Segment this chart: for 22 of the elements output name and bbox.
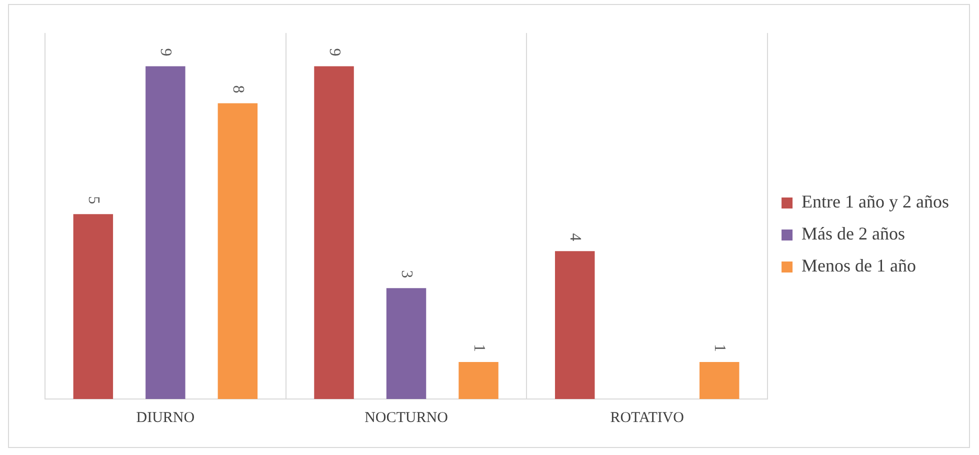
data-label: 8 (229, 85, 246, 94)
bar (146, 66, 186, 399)
bar (314, 66, 354, 399)
data-label: 1 (711, 344, 728, 352)
data-label: 9 (326, 48, 343, 56)
legend-label: Más de 2 años (802, 224, 906, 244)
bar (218, 103, 258, 399)
legend-label: Menos de 1 año (802, 256, 916, 276)
bar (386, 288, 426, 399)
x-tick-label: ROTATIVO (610, 410, 684, 426)
data-label: 9 (157, 48, 174, 56)
data-label: 3 (398, 270, 416, 278)
x-tick-label: DIURNO (136, 410, 195, 426)
bar (700, 362, 740, 399)
data-label: 1 (470, 344, 488, 352)
bar (73, 214, 114, 399)
legend-label: Entre 1 año y 2 años (802, 192, 950, 212)
bar (554, 251, 595, 399)
bar (458, 362, 498, 399)
x-tick-label: NOCTURNO (364, 410, 448, 426)
data-label: 4 (566, 233, 584, 242)
data-label: 5 (84, 196, 102, 204)
